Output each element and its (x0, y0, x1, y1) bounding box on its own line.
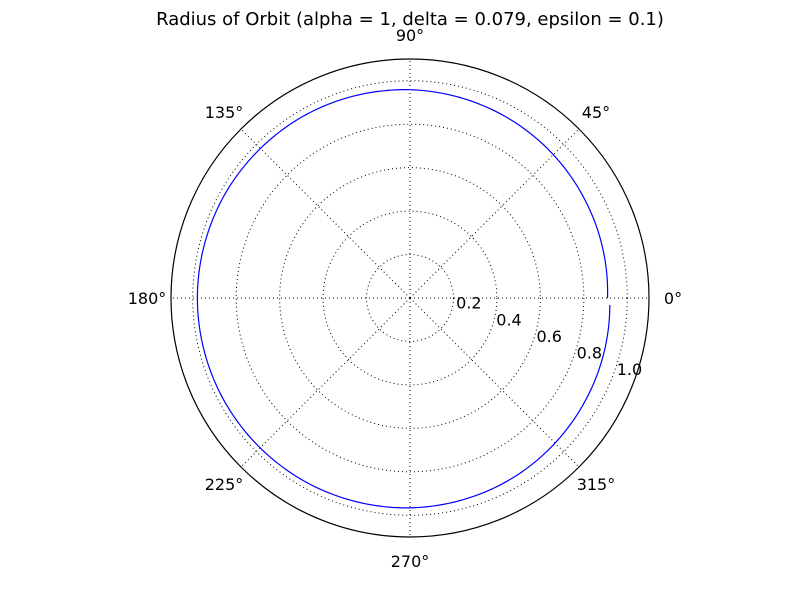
radial-tick-label: 0.6 (536, 327, 561, 346)
angle-tick-label: 270° (391, 552, 430, 571)
polar-center-dot (408, 296, 412, 300)
series-layer (196, 89, 611, 509)
radial-tick-label: 1.0 (617, 360, 642, 379)
radial-tick-label: 0.2 (456, 294, 481, 313)
radial-gridline-1 (322, 210, 498, 386)
angle-tick-label: 0° (664, 289, 682, 308)
tick-labels: 0° 45° 90° 135° 180° 225° 270° 315° 0.2 0.4 0.6 0.8… (128, 26, 682, 571)
angle-tick-label: 315° (577, 475, 616, 494)
radial-gridline-2 (279, 167, 541, 429)
polar-grid (171, 59, 649, 537)
orbit-series-line-0 (196, 89, 611, 509)
radial-tick-label: 0.4 (496, 310, 521, 329)
angle-tick-label: 135° (205, 103, 244, 122)
radial-gridline-3 (235, 123, 585, 473)
angle-tick-label: 90° (396, 26, 424, 45)
radial-tick-label: 0.8 (577, 344, 602, 363)
chart-title: Radius of Orbit (alpha = 1, delta = 0.07… (156, 9, 664, 30)
radial-gridline-4 (192, 80, 628, 516)
angle-tick-label: 225° (205, 475, 244, 494)
radial-gridline-0 (366, 254, 454, 342)
angle-tick-label: 45° (582, 103, 610, 122)
angle-tick-label: 180° (128, 289, 167, 308)
